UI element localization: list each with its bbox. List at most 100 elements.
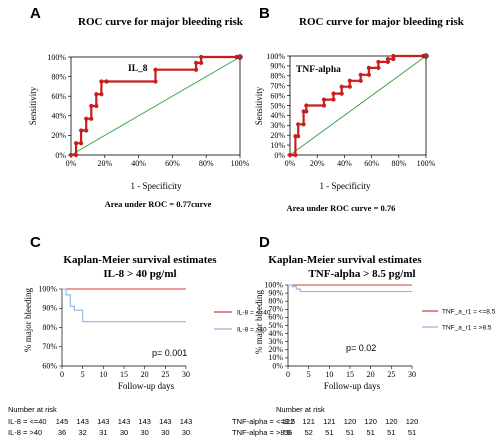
roc-point	[99, 92, 104, 97]
y-tick-label: 0%	[272, 361, 283, 370]
roc-point	[193, 60, 199, 65]
panel-c-subtitle: IL-8 > 40 pg/ml	[103, 268, 176, 280]
risk-cell: 56	[284, 428, 292, 437]
roc-point	[89, 103, 94, 109]
y-tick-label: 0%	[55, 151, 66, 160]
roc-point	[153, 67, 158, 72]
roc-point	[193, 67, 199, 72]
panel-letter-b: B	[259, 5, 270, 22]
reference-diagonal	[289, 55, 427, 156]
risk-cell: 121	[302, 417, 315, 426]
roc-end-marker	[237, 54, 243, 60]
panel-letter-d: D	[259, 234, 270, 251]
panel-c-p-value: p= 0.001	[152, 348, 187, 358]
roc-point	[89, 116, 94, 121]
x-tick-label: 0%	[66, 159, 77, 168]
risk-cell: 51	[366, 428, 374, 437]
x-tick-label: 25	[387, 370, 395, 379]
roc-point	[358, 78, 363, 83]
x-tick-label: 10	[325, 370, 333, 379]
km-curve	[62, 288, 186, 323]
panel-d-title: Kaplan-Meier survival estimates	[268, 254, 422, 266]
risk-cell: 120	[385, 417, 398, 426]
panel-c-risk-label-0: IL-8 = <=40	[8, 417, 47, 426]
reference-diagonal	[70, 56, 241, 156]
y-tick-label: 30%	[268, 337, 283, 346]
roc-point	[321, 97, 327, 102]
y-tick-label: 0%	[274, 151, 285, 160]
x-tick-label: 5	[81, 370, 85, 379]
panel-a-ylabel: Sensitivity	[28, 86, 38, 125]
legend-label-il8-high: IL-8 = >40	[237, 327, 267, 334]
roc-point	[199, 60, 204, 65]
y-tick-label: 70%	[42, 342, 57, 351]
panel-a-series-label: IL_8	[128, 64, 148, 74]
risk-cell: 143	[76, 417, 89, 426]
roc-point	[321, 103, 327, 108]
roc-point	[358, 72, 363, 77]
x-tick-label: 25	[161, 370, 169, 379]
roc-point	[293, 152, 298, 158]
y-tick-label: 50%	[270, 101, 285, 110]
x-tick-label: 80%	[199, 159, 214, 168]
panel-d-risk-label-0: TNF-alpha = <=8.5	[232, 417, 295, 426]
roc-point	[199, 54, 204, 60]
risk-cell: 143	[97, 417, 110, 426]
roc-point	[79, 141, 84, 146]
y-tick-label: 80%	[42, 323, 57, 332]
roc-point	[391, 53, 396, 59]
roc-point	[385, 56, 391, 62]
risk-cell: 120	[406, 417, 419, 426]
roc-point	[99, 79, 104, 84]
panel-a-plot: 0% 20% 40% 60% 80% 100% 0% 20% 40% 60% 80% 100%	[47, 53, 249, 168]
risk-cell: 30	[120, 428, 128, 437]
roc-point	[301, 122, 306, 127]
y-tick-label: 90%	[270, 62, 285, 71]
risk-cell: 143	[180, 417, 193, 426]
panel-c-risk-header: Number at risk	[8, 405, 57, 414]
roc-point	[347, 84, 352, 89]
roc-point	[84, 128, 89, 133]
roc-point	[94, 103, 99, 109]
panel-b-auc-note: Area under ROC curve = 0.76	[287, 203, 396, 213]
x-tick-label: 20	[367, 370, 375, 379]
risk-cell: 36	[58, 428, 66, 437]
y-tick-label: 30%	[270, 121, 285, 130]
x-tick-label: 20%	[310, 159, 325, 168]
panel-c-risk-label-1: IL-8 = >40	[8, 428, 42, 437]
y-tick-label: 10%	[268, 353, 283, 362]
x-tick-label: 5	[307, 370, 311, 379]
panel-letter-c: C	[30, 234, 41, 251]
risk-cell: 143	[118, 417, 131, 426]
x-tick-label: 100%	[417, 159, 436, 168]
roc-point	[304, 103, 309, 108]
legend-label-tnf-low: TNF_a_r1 = <=8.5	[442, 309, 496, 316]
roc-point	[153, 79, 158, 84]
y-tick-label: 80%	[270, 72, 285, 81]
risk-cell: 52	[304, 428, 312, 437]
panel-d-ylabel: % major bleeding	[254, 290, 264, 354]
x-tick-label: 30	[408, 370, 416, 379]
panel-b: B ROC curve for major bleeding risk Sens…	[254, 5, 465, 213]
roc-point	[331, 97, 336, 102]
y-tick-label: 100%	[266, 52, 285, 61]
panel-b-series-label: TNF-alpha	[296, 65, 341, 75]
y-tick-label: 40%	[270, 111, 285, 120]
y-tick-label: 100%	[47, 53, 66, 62]
panel-d-risk-table: 122 121 121 120 120 120 120 56 52 51 51 51 51 51	[282, 417, 419, 437]
risk-cell: 51	[346, 428, 354, 437]
panel-d-risk-label-1: TNF-alpha = >8.5	[232, 428, 291, 437]
x-tick-label: 40%	[131, 159, 146, 168]
roc-end-marker	[423, 53, 429, 59]
y-tick-label: 90%	[268, 288, 283, 297]
y-tick-label: 40%	[268, 329, 283, 338]
risk-cell: 121	[323, 417, 336, 426]
y-tick-label: 50%	[268, 321, 283, 330]
x-tick-label: 40%	[337, 159, 352, 168]
x-tick-label: 0%	[285, 159, 296, 168]
x-tick-label: 0	[286, 370, 290, 379]
x-tick-label: 15	[120, 370, 128, 379]
roc-point	[84, 116, 89, 121]
x-tick-label: 15	[346, 370, 354, 379]
panel-c-ylabel: % major bleeding	[23, 288, 33, 352]
